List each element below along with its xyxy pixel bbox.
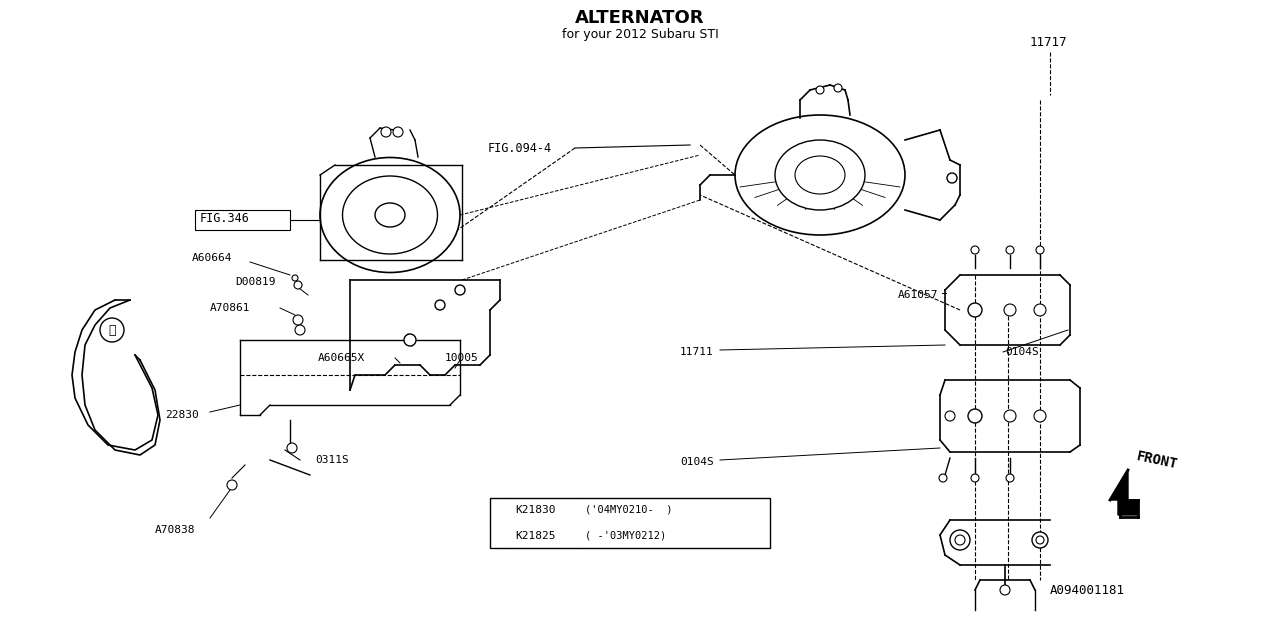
Ellipse shape — [774, 140, 865, 210]
Text: FIG.346: FIG.346 — [200, 211, 250, 225]
Bar — [195, 210, 291, 230]
Text: A61057: A61057 — [897, 290, 938, 300]
Circle shape — [955, 535, 965, 545]
Circle shape — [1034, 304, 1046, 316]
Circle shape — [393, 127, 403, 137]
Circle shape — [940, 474, 947, 482]
Circle shape — [1000, 585, 1010, 595]
Circle shape — [100, 318, 124, 342]
Ellipse shape — [320, 157, 460, 273]
Circle shape — [227, 480, 237, 490]
Circle shape — [287, 443, 297, 453]
Text: 0104S: 0104S — [680, 457, 714, 467]
Text: K21830: K21830 — [515, 505, 556, 515]
Circle shape — [968, 303, 982, 317]
Text: A094001181: A094001181 — [1050, 584, 1125, 596]
Text: FRONT: FRONT — [1135, 449, 1179, 471]
Circle shape — [972, 246, 979, 254]
Ellipse shape — [795, 156, 845, 194]
Ellipse shape — [343, 176, 438, 254]
Text: 11711: 11711 — [680, 347, 714, 357]
Text: A70861: A70861 — [210, 303, 251, 313]
Text: ( -'03MY0212): ( -'03MY0212) — [585, 531, 667, 541]
Text: 22830: 22830 — [165, 410, 198, 420]
Text: ①: ① — [109, 323, 115, 337]
Ellipse shape — [735, 115, 905, 235]
Circle shape — [1036, 536, 1044, 544]
Circle shape — [1032, 532, 1048, 548]
Text: FIG.094-4: FIG.094-4 — [488, 141, 552, 154]
Circle shape — [1034, 410, 1046, 422]
Circle shape — [404, 334, 416, 346]
Circle shape — [381, 127, 390, 137]
Circle shape — [817, 86, 824, 94]
Text: K21825: K21825 — [515, 531, 556, 541]
Circle shape — [454, 285, 465, 295]
Circle shape — [945, 411, 955, 421]
Text: A60665X: A60665X — [317, 353, 365, 363]
Text: 10005: 10005 — [445, 353, 479, 363]
Circle shape — [493, 503, 507, 517]
Text: ('04MY0210-  ): ('04MY0210- ) — [585, 505, 672, 515]
Circle shape — [950, 530, 970, 550]
Circle shape — [968, 409, 982, 423]
Text: D00819: D00819 — [236, 277, 275, 287]
Circle shape — [1004, 304, 1016, 316]
Ellipse shape — [375, 203, 404, 227]
Circle shape — [435, 300, 445, 310]
Circle shape — [947, 173, 957, 183]
Circle shape — [1036, 246, 1044, 254]
Text: 0104S: 0104S — [1005, 347, 1039, 357]
Text: A60664: A60664 — [192, 253, 233, 263]
Text: 0311S: 0311S — [315, 455, 348, 465]
Circle shape — [835, 84, 842, 92]
Polygon shape — [1110, 470, 1138, 515]
Text: ALTERNATOR: ALTERNATOR — [575, 9, 705, 27]
Text: A70838: A70838 — [155, 525, 196, 535]
Circle shape — [972, 474, 979, 482]
Circle shape — [1004, 410, 1016, 422]
Circle shape — [293, 315, 303, 325]
Circle shape — [292, 275, 298, 281]
Text: for your 2012 Subaru STI: for your 2012 Subaru STI — [562, 28, 718, 40]
Circle shape — [294, 281, 302, 289]
Circle shape — [1006, 474, 1014, 482]
Circle shape — [1006, 246, 1014, 254]
Text: 11717: 11717 — [1030, 35, 1068, 49]
Circle shape — [493, 529, 507, 543]
Bar — [490, 498, 771, 548]
Circle shape — [294, 325, 305, 335]
